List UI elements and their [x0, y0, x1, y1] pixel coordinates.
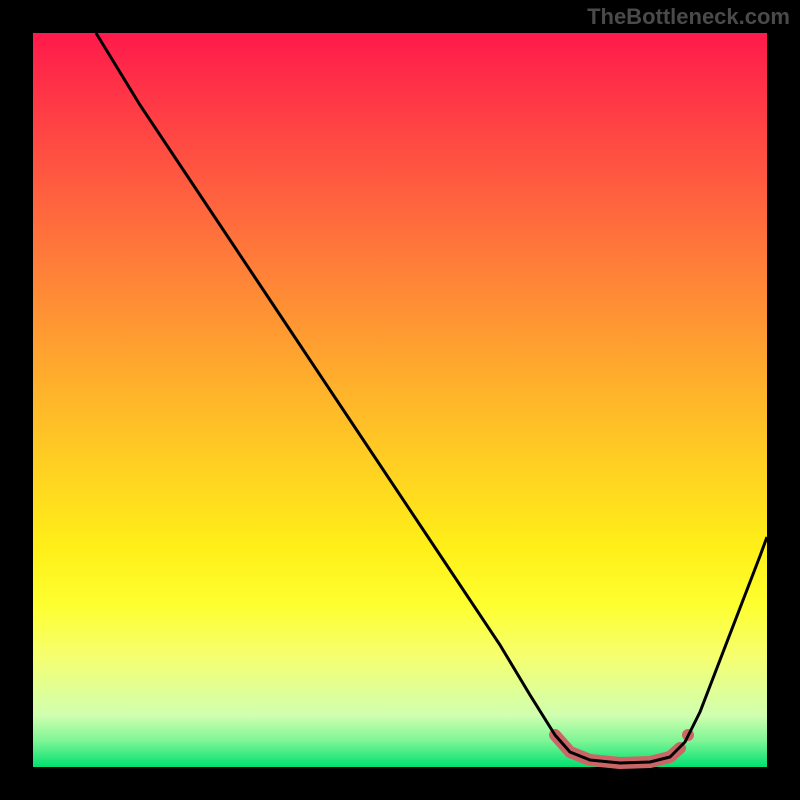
plot-background [33, 33, 767, 767]
bottleneck-chart [0, 0, 800, 800]
watermark-text: TheBottleneck.com [587, 4, 790, 30]
